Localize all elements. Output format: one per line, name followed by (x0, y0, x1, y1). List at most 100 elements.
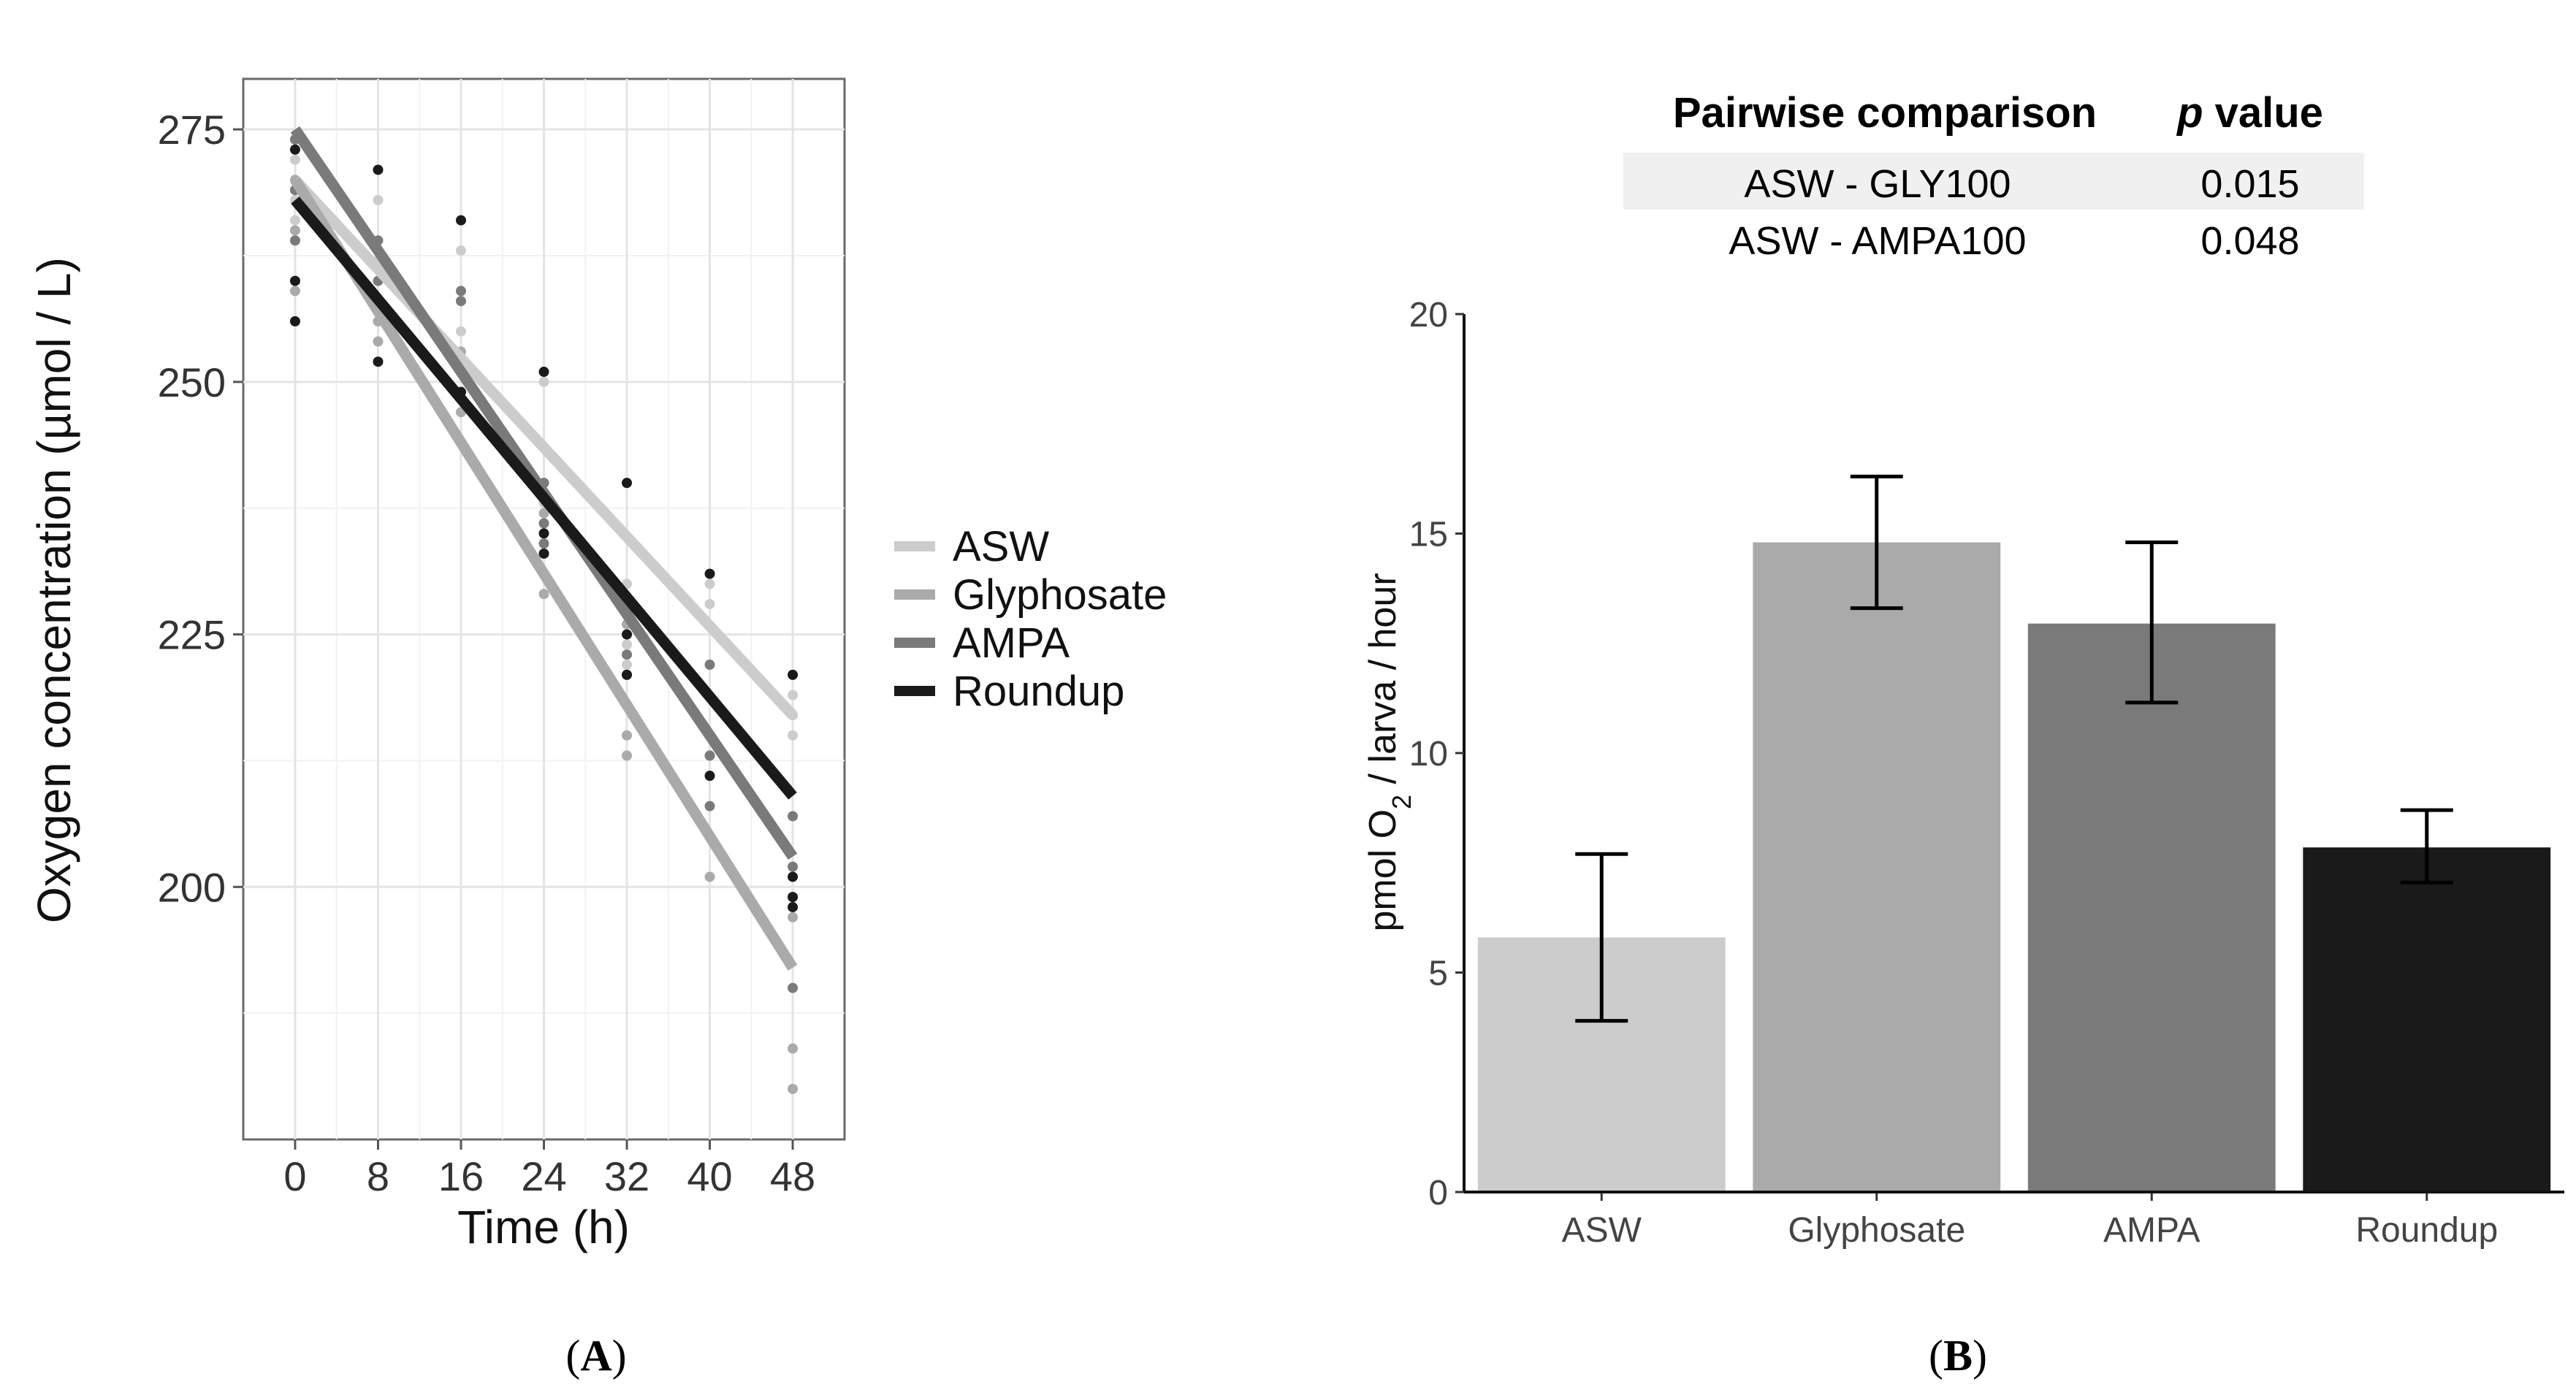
panel-b-axes: ASW Glyphosate AMPA Roundup 0 5 10 15 20 (1409, 296, 2564, 1250)
y-tick-label: 20 (1409, 296, 1448, 335)
panel-b-chart: Pairwise comparison p value ASW - GLY100… (1362, 89, 2564, 1380)
panel-a-chart: 200 225 250 275 0 8 16 24 32 40 48 Time (h) Oxygen… (28, 77, 1167, 1380)
table-row-2-comparison: ASW - AMPA100 (1729, 219, 2026, 263)
point-asw (289, 154, 300, 165)
point-roundup (704, 568, 715, 579)
panel-a-label: (A) (565, 1332, 626, 1380)
bar-ampa (2027, 623, 2276, 1192)
point-ampa (788, 982, 799, 993)
point-roundup (289, 144, 300, 155)
panel-b-y-axis-title: pmol O2 / larva / hour (1362, 573, 1417, 931)
point-ampa (455, 296, 466, 307)
table-row-highlight (1623, 153, 2364, 210)
point-ampa (455, 286, 466, 297)
point-roundup (289, 275, 300, 286)
point-glyphosate (538, 589, 549, 600)
point-roundup (538, 528, 549, 539)
point-ampa (538, 518, 549, 529)
table-row-2-p: 0.048 (2200, 219, 2299, 263)
point-asw (704, 578, 715, 589)
table-row-1-comparison: ASW - GLY100 (1744, 162, 2011, 206)
fit-line-asw (291, 176, 797, 719)
y-tick-label: 250 (158, 359, 226, 405)
pairwise-comparison-table: Pairwise comparison p value ASW - GLY100… (1623, 89, 2364, 263)
point-roundup (788, 892, 799, 903)
panel-a-y-axis-title: Oxygen concentration (µmol / L) (28, 257, 80, 923)
table-header-comparison: Pairwise comparison (1673, 89, 2097, 137)
point-glyphosate (373, 336, 384, 347)
x-tick-label: 48 (770, 1153, 815, 1199)
table-header-p: p (2176, 89, 2203, 137)
y-tick-label: 275 (158, 107, 226, 153)
point-ampa (704, 660, 715, 671)
panel-b-bars (1477, 542, 2551, 1192)
panel-b-error-bars (1575, 474, 2453, 1023)
x-tick-label-asw: ASW (1562, 1211, 1642, 1250)
point-ampa (788, 811, 799, 822)
y-tick-label: 200 (158, 864, 226, 910)
y-tick-label: 10 (1409, 735, 1448, 774)
point-roundup (622, 478, 633, 489)
panel-a-fit-lines (290, 126, 798, 971)
point-asw (289, 215, 300, 226)
legend-label-glyphosate: Glyphosate (953, 571, 1167, 619)
x-tick-label-ampa: AMPA (2103, 1211, 2200, 1250)
point-asw (788, 690, 799, 700)
legend-label-asw: ASW (953, 523, 1049, 570)
point-roundup (373, 164, 384, 175)
point-ampa (538, 538, 549, 549)
table-header-value: value (2203, 89, 2323, 137)
x-tick-label: 8 (367, 1153, 389, 1199)
point-roundup (704, 771, 715, 782)
point-roundup (788, 669, 799, 680)
subscript-2: 2 (1387, 795, 1417, 809)
point-glyphosate (622, 750, 633, 761)
point-glyphosate (538, 508, 549, 519)
panel-b-label: (B) (1929, 1332, 1987, 1380)
point-roundup (289, 316, 300, 326)
x-tick-label: 16 (438, 1153, 484, 1199)
point-asw (622, 660, 633, 671)
y-tick-label: 5 (1428, 955, 1448, 993)
point-ampa (788, 861, 799, 872)
point-asw (704, 599, 715, 610)
bar-glyphosate (1753, 542, 2001, 1192)
panel-b-letter: B (1943, 1332, 1973, 1380)
y-tick-label: 15 (1409, 516, 1448, 554)
point-glyphosate (289, 286, 300, 297)
point-roundup (788, 901, 799, 912)
x-tick-label: 24 (521, 1153, 566, 1199)
point-roundup (788, 871, 799, 882)
point-ampa (704, 750, 715, 761)
point-asw (622, 639, 633, 650)
point-glyphosate (622, 730, 633, 741)
point-roundup (455, 215, 466, 226)
panel-a-x-axis-title: Time (h) (457, 1201, 630, 1253)
point-glyphosate (289, 225, 300, 236)
bar-roundup (2303, 847, 2551, 1192)
x-tick-label-glyphosate: Glyphosate (1788, 1211, 1965, 1250)
point-asw (373, 194, 384, 205)
legend-label-roundup: Roundup (953, 668, 1124, 715)
panel-a-axes: 200 225 250 275 0 8 16 24 32 40 48 (158, 107, 816, 1199)
point-roundup (622, 669, 633, 680)
point-glyphosate (704, 871, 715, 882)
x-tick-label: 40 (687, 1153, 732, 1199)
table-header-p-value: p value (2176, 89, 2323, 137)
panel-a-letter: A (580, 1332, 611, 1380)
x-tick-label: 32 (604, 1153, 649, 1199)
y-tick-label: 225 (158, 612, 226, 658)
point-roundup (373, 356, 384, 367)
fit-line-roundup (291, 196, 797, 800)
fit-line-glyphosate (290, 177, 798, 971)
legend-label-ampa: AMPA (953, 619, 1070, 667)
table-row-1-p: 0.015 (2200, 162, 2299, 206)
point-asw (455, 245, 466, 256)
x-tick-label: 0 (283, 1153, 306, 1199)
point-asw (455, 326, 466, 337)
point-asw (538, 376, 549, 387)
point-glyphosate (788, 1083, 799, 1094)
point-roundup (622, 629, 633, 640)
